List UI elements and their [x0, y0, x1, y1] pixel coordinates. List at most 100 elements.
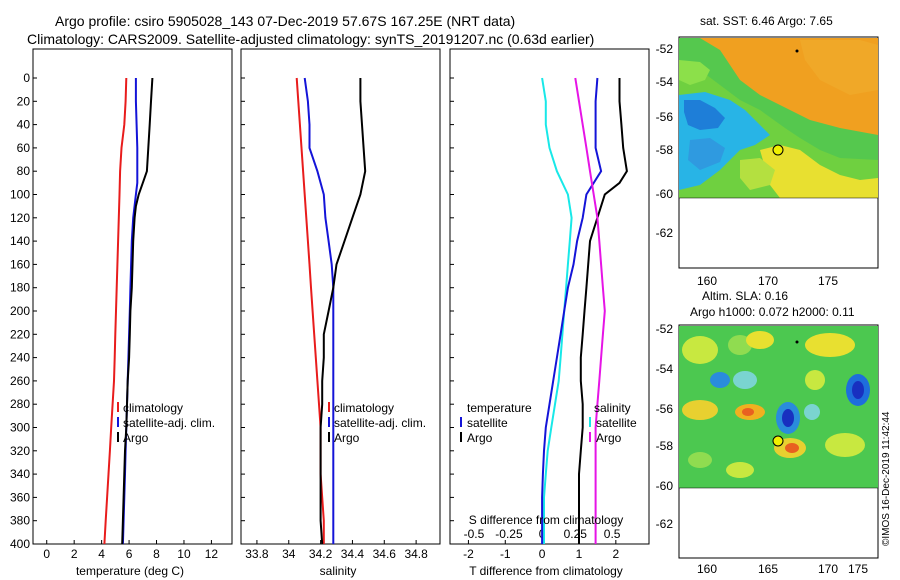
difference-top-xlabel: S difference from climatology: [469, 513, 624, 527]
y-tick-label: 220: [10, 327, 30, 341]
sla-x-tick-label: 170: [818, 562, 838, 576]
sla-y-tick-label: -56: [656, 402, 674, 416]
salinity-xlabel: salinity: [320, 564, 357, 578]
series-line-argo: [319, 78, 367, 545]
x-tick-label: 1: [576, 547, 583, 561]
x-tick-label: 4: [98, 547, 105, 561]
legend-label-satellite: satellite-adj. clim.: [334, 416, 426, 430]
x-tick-label: 34.6: [373, 547, 397, 561]
sst-x-tick-label: 175: [818, 274, 838, 288]
series-line-t-argo: [578, 78, 628, 544]
sst-y-tick-label: -54: [656, 75, 674, 89]
legend-heading-salinity: salinity: [594, 401, 631, 415]
difference-xlabel: T difference from climatology: [469, 564, 623, 578]
x-tick-label: 34.4: [341, 547, 365, 561]
series-line-climatology: [103, 77, 128, 545]
x-tick-label: 34: [282, 547, 296, 561]
difference-legend-temperature: temperature satellite Argo: [460, 401, 532, 445]
sst-y-tick-label: -60: [656, 187, 674, 201]
map-ticks: -52 -54 -56 -58 -60 -62 -52 -54 -56 -58 -60 -62 160 1…: [656, 42, 869, 576]
y-tick-label: 340: [10, 467, 30, 481]
y-tick-label: 0: [23, 71, 30, 85]
sla-y-tick-label: -60: [656, 479, 674, 493]
legend-label-satellite: satellite-adj. clim.: [123, 416, 215, 430]
legend-label-s-argo: Argo: [596, 431, 622, 445]
legend-label-argo: Argo: [334, 431, 360, 445]
y-tick-label: 20: [17, 94, 31, 108]
y-tick-label: 240: [10, 351, 30, 365]
sla-map: [678, 324, 879, 559]
sla-map-title-line2: Argo h1000: 0.072 h2000: 0.11: [690, 305, 855, 319]
x-tick-label: 33.8: [245, 547, 269, 561]
s-tick-label: 0.25: [564, 527, 588, 541]
sla-x-tick-label: 160: [697, 562, 717, 576]
y-tick-label: 40: [17, 118, 31, 132]
series-line-t-satellite: [541, 77, 573, 544]
s-tick-label: -0.25: [495, 527, 523, 541]
y-tick-label: 320: [10, 444, 30, 458]
series-line-argo: [121, 77, 154, 545]
y-tick-label: 360: [10, 490, 30, 504]
s-tick-label: 0.5: [604, 527, 621, 541]
y-tick-label: 100: [10, 188, 30, 202]
y-tick-label: 200: [10, 304, 30, 318]
y-tick-label: 80: [17, 164, 31, 178]
salinity-panel: 33.8 34 34.2 34.4 34.6 34.8: [241, 77, 428, 561]
y-tick-label: 160: [10, 257, 30, 271]
legend-label-argo: Argo: [123, 431, 149, 445]
legend-label-t-argo: Argo: [467, 431, 493, 445]
sla-y-tick-label: -58: [656, 439, 674, 453]
sla-map-title-line1: Altim. SLA: 0.16: [702, 289, 788, 303]
sst-island-dot: [795, 49, 799, 53]
legend-label-t-satellite: satellite: [467, 416, 508, 430]
x-tick-label: 34.2: [309, 547, 333, 561]
difference-legend-salinity: salinity satellite Argo: [589, 401, 637, 445]
sla-y-tick-label: -54: [656, 362, 674, 376]
x-tick-label: 0: [539, 547, 546, 561]
sst-map: [678, 36, 879, 269]
y-tick-label: 140: [10, 234, 30, 248]
sla-y-tick-label: -62: [656, 517, 674, 531]
sst-x-tick-label: 160: [697, 274, 717, 288]
sst-x-tick-label: 170: [758, 274, 778, 288]
sst-y-tick-label: -58: [656, 143, 674, 157]
salinity-panel-frame: [240, 48, 441, 545]
y-tick-label: 380: [10, 514, 30, 528]
x-tick-label: 12: [205, 547, 219, 561]
x-tick-label: 2: [71, 547, 78, 561]
salinity-legend: climatology satellite-adj. clim. Argo: [328, 401, 426, 445]
sst-float-marker: [772, 144, 784, 156]
series-line-s-argo: [574, 77, 606, 544]
figure-title-line1: Argo profile: csiro 5905028_143 07-Dec-2…: [55, 13, 515, 29]
x-tick-label: -2: [463, 547, 474, 561]
x-tick-label: 8: [153, 547, 160, 561]
sst-y-tick-label: -56: [656, 110, 674, 124]
temperature-legend: climatology satellite-adj. clim. Argo: [117, 401, 215, 445]
sst-map-field: [679, 38, 878, 198]
y-tick-label: 400: [10, 537, 30, 551]
x-tick-label: 2: [612, 547, 619, 561]
x-tick-label: 6: [126, 547, 133, 561]
imos-stamp: ©IMOS 16-Dec-2019 11:42:44: [881, 411, 892, 546]
y-tick-label: 280: [10, 397, 30, 411]
temperature-xlabel: temperature (deg C): [76, 564, 184, 578]
x-tick-label: -1: [500, 547, 511, 561]
sla-x-tick-label: 165: [758, 562, 778, 576]
x-tick-label: 10: [177, 547, 191, 561]
figure-title-line2: Climatology: CARS2009. Satellite-adjuste…: [27, 31, 594, 47]
difference-panel-frame: [449, 48, 650, 545]
legend-heading-temperature: temperature: [467, 401, 532, 415]
legend-label-s-satellite: satellite: [596, 416, 637, 430]
y-tick-label: 260: [10, 374, 30, 388]
legend-label-climatology: climatology: [123, 401, 183, 415]
legend-label-climatology: climatology: [334, 401, 394, 415]
sla-float-marker: [772, 435, 784, 447]
y-tick-label: 60: [17, 141, 31, 155]
sla-x-tick-label: 175: [848, 562, 868, 576]
temperature-panel: 0 2 4 6 8 10 120204060801001201401601802002202…: [10, 71, 218, 561]
sst-map-title: sat. SST: 6.46 Argo: 7.65: [700, 14, 833, 28]
temperature-panel-frame: [32, 48, 233, 545]
y-tick-label: 120: [10, 211, 30, 225]
sst-y-tick-label: -52: [656, 42, 674, 56]
